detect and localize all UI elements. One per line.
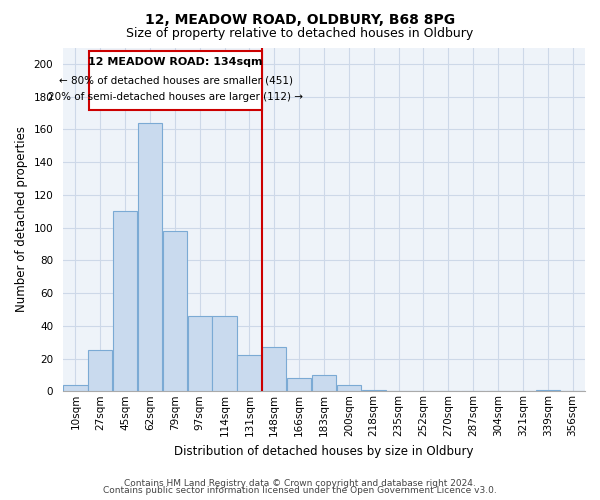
Bar: [262, 347, 286, 392]
Bar: [212, 316, 237, 392]
Text: 20% of semi-detached houses are larger (112) →: 20% of semi-detached houses are larger (…: [48, 92, 303, 102]
Bar: [88, 350, 112, 392]
Bar: [138, 123, 162, 392]
Bar: [163, 231, 187, 392]
Text: 12, MEADOW ROAD, OLDBURY, B68 8PG: 12, MEADOW ROAD, OLDBURY, B68 8PG: [145, 12, 455, 26]
Bar: [63, 384, 88, 392]
Text: Contains public sector information licensed under the Open Government Licence v3: Contains public sector information licen…: [103, 486, 497, 495]
Bar: [536, 390, 560, 392]
Bar: [89, 51, 262, 110]
Text: Size of property relative to detached houses in Oldbury: Size of property relative to detached ho…: [127, 28, 473, 40]
Bar: [362, 390, 386, 392]
Bar: [337, 384, 361, 392]
Bar: [113, 211, 137, 392]
Text: ← 80% of detached houses are smaller (451): ← 80% of detached houses are smaller (45…: [59, 76, 293, 86]
Bar: [287, 378, 311, 392]
Y-axis label: Number of detached properties: Number of detached properties: [15, 126, 28, 312]
Text: Contains HM Land Registry data © Crown copyright and database right 2024.: Contains HM Land Registry data © Crown c…: [124, 478, 476, 488]
Bar: [237, 356, 262, 392]
Text: 12 MEADOW ROAD: 134sqm: 12 MEADOW ROAD: 134sqm: [88, 58, 263, 68]
X-axis label: Distribution of detached houses by size in Oldbury: Distribution of detached houses by size …: [174, 444, 474, 458]
Bar: [312, 375, 336, 392]
Bar: [188, 316, 212, 392]
